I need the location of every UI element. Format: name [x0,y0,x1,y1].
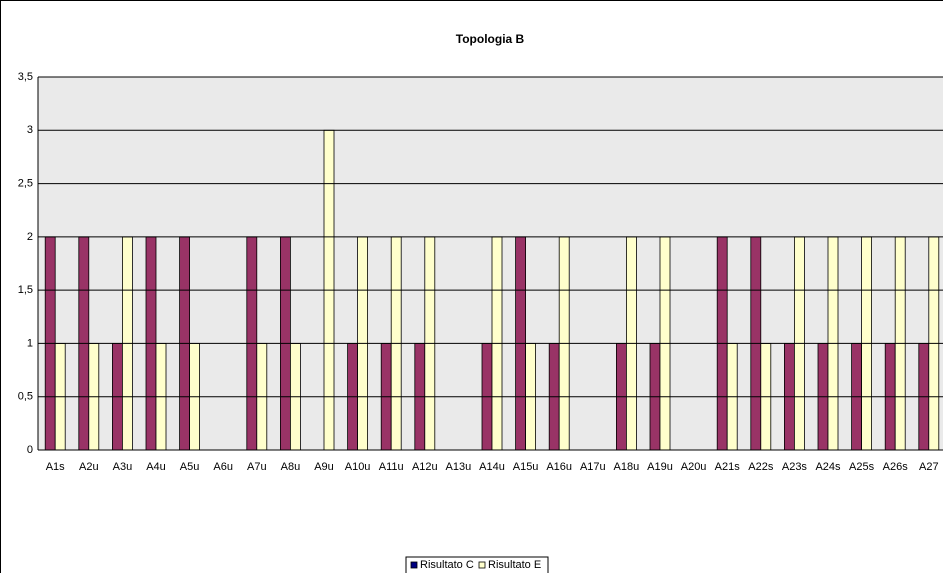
x-tick-label: A22s [748,461,774,473]
y-tick-label: 0,5 [18,391,33,403]
x-tick-label: A19u [647,461,673,473]
y-tick-label: 3 [27,124,33,136]
x-tick-label: A1s [46,461,65,473]
x-tick-label: A25s [849,461,875,473]
y-tick-label: 1 [27,337,33,349]
y-tick-label: 0 [27,444,33,456]
x-tick-label: A27 [919,461,939,473]
x-tick-label: A6u [213,461,233,473]
legend: Risultato C Risultato E [405,556,549,573]
legend-box [405,556,549,573]
y-tick-label: 2,5 [18,177,33,189]
y-tick-label: 2 [27,231,33,243]
x-tick-label: A10u [345,461,371,473]
x-tick-label: A14u [479,461,505,473]
x-tick-label: A18u [614,461,640,473]
x-tick-label: A11u [379,461,404,473]
y-tick-label: 1,5 [18,284,33,296]
legend-swatch [410,561,418,569]
x-tick-label: A4u [146,461,166,473]
x-tick-label: A5u [180,461,200,473]
x-tick-label: A23s [782,461,808,473]
x-tick-label: A9u [314,461,334,473]
chart-title: Topologia B [456,32,525,46]
x-tick-label: A17u [580,461,606,473]
x-tick-label: A26s [883,461,909,473]
x-tick-label: A15u [513,461,539,473]
x-tick-label: A8u [281,461,301,473]
x-tick-label: A20u [681,461,707,473]
x-tick-label: A21s [715,461,741,473]
x-tick-label: A12u [412,461,438,473]
x-tick-label: A7u [247,461,267,473]
legend-label: Risultato C [420,559,474,571]
legend-label: Risultato E [488,559,541,571]
x-tick-label: A13u [446,461,472,473]
x-tick-label: A2u [79,461,99,473]
x-tick-label: A24s [815,461,841,473]
x-tick-label: A16u [546,461,572,473]
y-tick-label: 3,5 [18,71,33,83]
legend-swatch [478,561,486,569]
x-tick-label: A3u [113,461,133,473]
